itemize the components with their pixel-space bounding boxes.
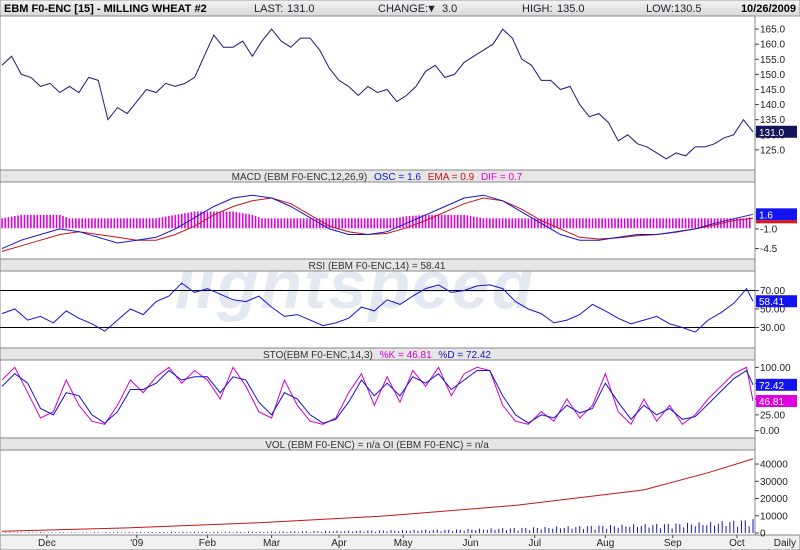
macd-series: -1.0 -4.5 1.6	[1, 194, 797, 255]
sto-title: STO(EBM F0-ENC,14,3) %K = 46.81 %D = 72.…	[263, 350, 491, 361]
x-tick-label: Sep	[664, 538, 682, 549]
high-label: HIGH:	[522, 3, 553, 15]
sto-d-value: 72.42	[466, 350, 491, 361]
x-tick-label: Jul	[528, 538, 541, 549]
vol-tick-label: 10000	[760, 511, 788, 522]
rsi-title: RSI (EBM F0-ENC,14) = 58.41	[309, 261, 446, 272]
vol-tick-label: 40000	[760, 460, 788, 471]
rsi-tick-label: 50.00	[760, 305, 785, 316]
sto-d-line	[1, 369, 754, 424]
price-tick-label: 140.0	[760, 100, 785, 111]
macd-ema-value: 0.9	[460, 172, 474, 183]
sto-tick-label: 0.00	[760, 426, 780, 437]
macd-osc-line	[1, 194, 754, 250]
sto-k-marker-box	[756, 395, 797, 408]
vol-tick-label: 0	[760, 529, 766, 540]
sto-tick-label: 100.00	[760, 363, 791, 374]
sto-title-main: STO(EBM F0-ENC,14,3)	[263, 350, 373, 361]
price-last-marker-box	[756, 125, 797, 138]
sto-d-label: %D =	[438, 350, 466, 361]
price-line	[1, 28, 754, 160]
price-tick-label: 160.0	[760, 40, 785, 51]
macd-dif-value: 0.7	[508, 172, 522, 183]
vol-tick-label: 30000	[760, 477, 788, 488]
price-last-marker-label: 131.0	[759, 128, 784, 139]
x-tick-label: Apr	[331, 538, 347, 549]
low-label: LOW:	[646, 3, 674, 15]
oi-line	[1, 458, 754, 532]
price-tick-label: 150.0	[760, 70, 785, 81]
macd-ema-line	[1, 197, 754, 252]
sponsor-text: charts sponsored by:	[300, 222, 393, 233]
x-tick-label: May	[394, 538, 413, 549]
rsi-tick-label: 70.00	[760, 286, 785, 297]
macd-osc-value: 1.6	[407, 172, 421, 183]
x-tick-label: Aug	[596, 538, 614, 549]
x-tick-label: '09	[130, 538, 143, 549]
change-label: CHANGE:	[378, 3, 428, 15]
macd-tick-label: -1.0	[760, 224, 778, 235]
macd-dif-label: DIF =	[481, 172, 509, 183]
x-tick-label: Dec	[38, 538, 56, 549]
x-tick-label: Feb	[199, 538, 217, 549]
high-value: 135.0	[557, 3, 585, 15]
price-tick-label: 145.0	[760, 85, 785, 96]
last-label: LAST:	[254, 3, 283, 15]
sto-k-value: 46.81	[407, 350, 432, 361]
sto-title-bar	[0, 347, 756, 361]
macd-marker-label: 1.6	[759, 210, 773, 221]
rsi-tick-label: 30.00	[760, 323, 785, 334]
macd-title: MACD (EBM F0-ENC,12,26,9) OSC = 1.6 EMA …	[232, 172, 523, 183]
x-tick-label: Jun	[463, 538, 479, 549]
sto-k-line	[1, 366, 754, 426]
change-value: 3.0	[442, 3, 457, 15]
price-tick-label: 135.0	[760, 115, 785, 126]
macd-ema-label: EMA =	[428, 172, 461, 183]
low-value: 130.5	[674, 3, 702, 15]
x-axis-bar	[0, 534, 800, 550]
sto-d-marker-label: 72.42	[759, 381, 784, 392]
price-tick-label: 125.0	[760, 145, 785, 156]
rsi-line	[1, 282, 754, 333]
price-series: 125.0130.0135.0140.0145.0150.0155.0160.0…	[1, 25, 797, 160]
last-value: 131.0	[287, 3, 315, 15]
sto-k-marker-label: 46.81	[759, 397, 784, 408]
sto-d-marker-box	[756, 378, 797, 391]
x-tick-label: Mar	[263, 538, 281, 549]
price-tick-label: 155.0	[760, 55, 785, 66]
watermark-logo: lightspeed	[175, 247, 535, 323]
macd-ema-marker	[756, 220, 797, 224]
sto-k-label: %K =	[380, 350, 407, 361]
vol-title: VOL (EBM F0-ENC) = n/a OI (EBM F0-ENC) =…	[265, 440, 489, 451]
rsi-marker-label: 58.41	[759, 297, 784, 308]
vol-tick-label: 20000	[760, 494, 788, 505]
header-date: 10/26/2009	[741, 3, 796, 15]
macd-title-main: MACD (EBM F0-ENC,12,26,9)	[232, 172, 368, 183]
x-tick-label: Oct	[729, 538, 745, 549]
rsi-marker-box	[756, 295, 797, 308]
sto-tick-label: 25.00	[760, 410, 785, 421]
macd-tick-label: -4.5	[760, 244, 778, 255]
price-tick-label: 165.0	[760, 25, 785, 36]
macd-osc-label: OSC =	[374, 172, 407, 183]
change-down-icon: ▼	[426, 3, 437, 15]
vol-series: 0 10000 20000 30000 40000	[1, 458, 788, 540]
vol-panel	[0, 449, 756, 536]
x-axis: Dec '09 Feb Mar Apr May Jun Jul Aug Sep Oct	[38, 535, 745, 549]
symbol-title: EBM F0-ENC [15] - MILLING WHEAT #2	[4, 3, 207, 15]
period-label: Daily	[774, 538, 796, 549]
macd-marker-box	[756, 208, 797, 221]
